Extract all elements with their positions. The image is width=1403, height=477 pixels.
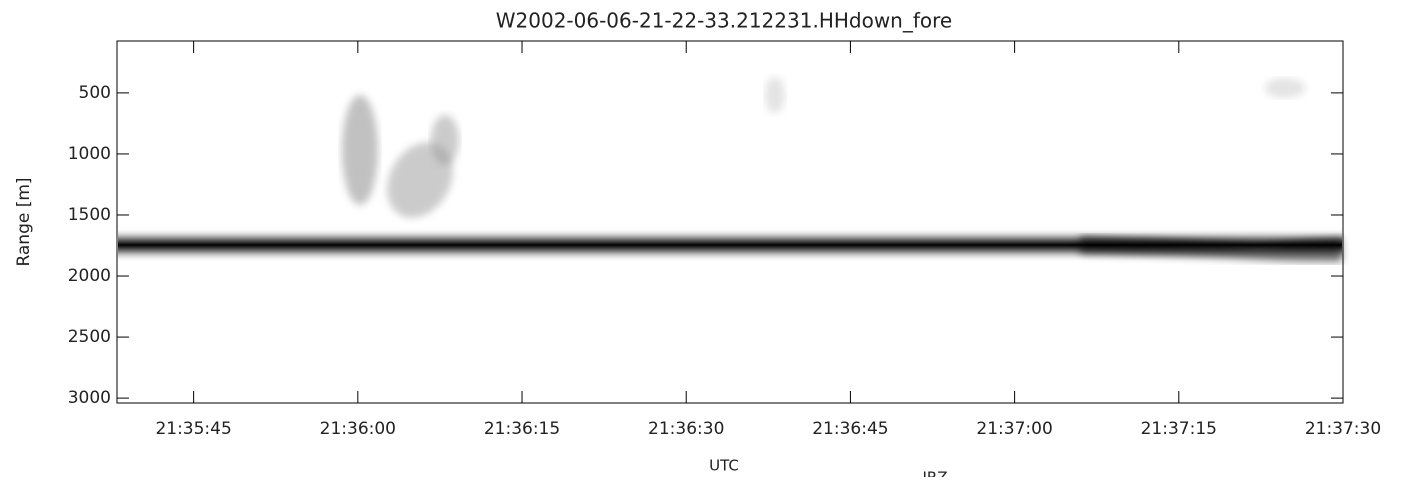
x-tick-label: 21:37:30 bbox=[1305, 419, 1381, 439]
x-tick-label: 21:36:00 bbox=[320, 419, 396, 439]
colorbar-label: IRZ bbox=[922, 469, 947, 477]
chart-title: W2002-06-06-21-22-33.212231.HHdown_fore bbox=[496, 9, 952, 33]
y-axis-label: Range [m] bbox=[14, 177, 34, 266]
y-tick-label: 1000 bbox=[68, 144, 111, 164]
y-tick-label: 3000 bbox=[68, 388, 111, 408]
x-tick-label: 21:35:45 bbox=[155, 419, 231, 439]
y-tick-label: 2000 bbox=[68, 266, 111, 286]
y-tick-label: 1500 bbox=[68, 205, 111, 225]
x-tick-label: 21:36:15 bbox=[484, 419, 560, 439]
y-tick-label: 2500 bbox=[68, 327, 111, 347]
x-tick-label: 21:37:15 bbox=[1141, 419, 1217, 439]
radar-echo bbox=[118, 77, 1342, 262]
x-tick-label: 21:37:00 bbox=[976, 419, 1052, 439]
x-axis-label: UTC bbox=[709, 457, 739, 475]
y-tick-label: 500 bbox=[79, 83, 111, 103]
x-tick-label: 21:36:45 bbox=[812, 419, 888, 439]
plot-frame bbox=[116, 40, 1344, 404]
x-tick-label: 21:36:30 bbox=[648, 419, 724, 439]
